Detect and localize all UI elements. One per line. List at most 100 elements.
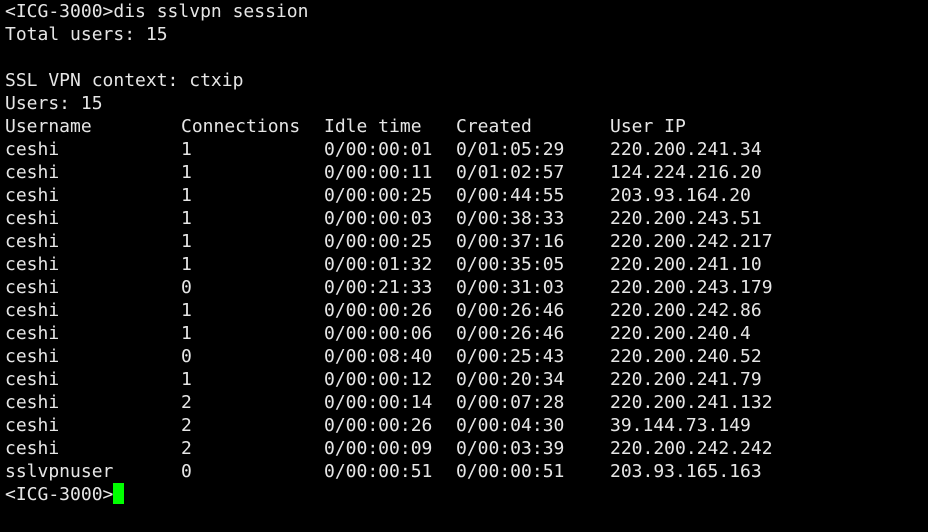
blank-line (5, 46, 925, 69)
created-cell: 0/00:20:34 (456, 369, 565, 390)
connections-cell: 2 (181, 415, 192, 436)
context-line: SSL VPN context: ctxip (5, 69, 925, 92)
user-ip-cell: 220.200.242.217 (610, 231, 773, 252)
user-ip-cell: 124.224.216.20 (610, 162, 762, 183)
user-ip-cell: 220.200.242.86 (610, 300, 762, 321)
username-cell: ceshi (5, 162, 60, 183)
idle-time-cell: 0/00:00:25 (324, 231, 433, 252)
idle-time-cell: 0/00:08:40 (324, 346, 433, 367)
table-row: ceshi 2 0/00:00:26 0/00:04:30 39.144.73.149 (5, 414, 925, 437)
column-header: Username (5, 116, 92, 137)
idle-time-cell: 0/00:01:32 (324, 254, 433, 275)
table-row: ceshi 1 0/00:00:25 0/00:37:16 220.200.242.21… (5, 230, 925, 253)
command: dis sslvpn session (113, 1, 309, 22)
username-cell: ceshi (5, 415, 60, 436)
connections-cell: 1 (181, 208, 192, 229)
connections-cell: 0 (181, 461, 192, 482)
connections-cell: 1 (181, 323, 192, 344)
idle-time-cell: 0/00:21:33 (324, 277, 433, 298)
connections-cell: 1 (181, 139, 192, 160)
created-cell: 0/00:44:55 (456, 185, 565, 206)
connections-cell: 2 (181, 392, 192, 413)
user-ip-cell: 203.93.164.20 (610, 185, 751, 206)
created-cell: 0/00:07:28 (456, 392, 565, 413)
username-cell: ceshi (5, 300, 60, 321)
column-header: Created (456, 116, 532, 137)
username-cell: ceshi (5, 369, 60, 390)
created-cell: 0/00:31:03 (456, 277, 565, 298)
table-row: ceshi 1 0/00:00:25 0/00:44:55 203.93.164.20 (5, 184, 925, 207)
table-row: ceshi 1 0/00:00:11 0/01:02:57 124.224.216.20 (5, 161, 925, 184)
idle-time-cell: 0/00:00:11 (324, 162, 433, 183)
username-cell: ceshi (5, 392, 60, 413)
column-header: Idle time (324, 116, 422, 137)
command-line: <ICG-3000>dis sslvpn session (5, 0, 925, 23)
table-row: ceshi 2 0/00:00:14 0/00:07:28 220.200.241.13… (5, 391, 925, 414)
command-text: <ICG-3000>dis sslvpn session (5, 0, 308, 23)
user-ip-cell: 220.200.241.132 (610, 392, 773, 413)
table-row: ceshi 1 0/00:00:03 0/00:38:33 220.200.243.51 (5, 207, 925, 230)
idle-time-cell: 0/00:00:12 (324, 369, 433, 390)
created-cell: 0/01:05:29 (456, 139, 565, 160)
created-cell: 0/00:35:05 (456, 254, 565, 275)
table-row: ceshi 1 0/00:00:12 0/00:20:34 220.200.241.79 (5, 368, 925, 391)
username-cell: ceshi (5, 139, 60, 160)
connections-cell: 1 (181, 185, 192, 206)
total-users: Total users: 15 (5, 23, 925, 46)
connections-cell: 1 (181, 231, 192, 252)
created-cell: 0/00:26:46 (456, 300, 565, 321)
table-row: ceshi 1 0/00:00:01 0/01:05:29 220.200.241.34 (5, 138, 925, 161)
table-row: ceshi 1 0/00:00:06 0/00:26:46 220.200.240.4 (5, 322, 925, 345)
idle-time-cell: 0/00:00:09 (324, 438, 433, 459)
connections-cell: 1 (181, 300, 192, 321)
table-header: Username Connections Idle time Created U… (5, 115, 925, 138)
idle-time-cell: 0/00:00:06 (324, 323, 433, 344)
cursor (113, 483, 125, 504)
connections-cell: 0 (181, 346, 192, 367)
idle-time-cell: 0/00:00:14 (324, 392, 433, 413)
idle-time-cell: 0/00:00:51 (324, 461, 433, 482)
username-cell: ceshi (5, 254, 60, 275)
connections-cell: 1 (181, 254, 192, 275)
end-prompt-line[interactable]: <ICG-3000> (5, 483, 925, 506)
column-header: Connections (181, 116, 301, 137)
user-ip-cell: 220.200.242.242 (610, 438, 773, 459)
table-row: ceshi 1 0/00:00:26 0/00:26:46 220.200.242.86 (5, 299, 925, 322)
created-cell: 0/00:37:16 (456, 231, 565, 252)
total-users-text: Total users: 15 (5, 24, 168, 45)
connections-cell: 1 (181, 162, 192, 183)
username-cell: ceshi (5, 438, 60, 459)
created-cell: 0/00:26:46 (456, 323, 565, 344)
username-cell: ceshi (5, 231, 60, 252)
idle-time-cell: 0/00:00:26 (324, 415, 433, 436)
username-cell: ceshi (5, 185, 60, 206)
idle-time-cell: 0/00:00:25 (324, 185, 433, 206)
user-ip-cell: 220.200.240.4 (610, 323, 751, 344)
connections-cell: 2 (181, 438, 192, 459)
idle-time-cell: 0/00:00:01 (324, 139, 433, 160)
connections-cell: 1 (181, 369, 192, 390)
username-cell: ceshi (5, 208, 60, 229)
created-cell: 0/00:03:39 (456, 438, 565, 459)
users-line: Users: 15 (5, 92, 925, 115)
table-row: ceshi 2 0/00:00:09 0/00:03:39 220.200.242.24… (5, 437, 925, 460)
user-ip-cell: 220.200.241.79 (610, 369, 762, 390)
username-cell: ceshi (5, 277, 60, 298)
user-ip-cell: 203.93.165.163 (610, 461, 762, 482)
idle-time-cell: 0/00:00:03 (324, 208, 433, 229)
username-cell: ceshi (5, 346, 60, 367)
username-cell: ceshi (5, 323, 60, 344)
user-ip-cell: 220.200.241.34 (610, 139, 762, 160)
created-cell: 0/01:02:57 (456, 162, 565, 183)
end-prompt: <ICG-3000> (5, 483, 125, 506)
connections-cell: 0 (181, 277, 192, 298)
created-cell: 0/00:04:30 (456, 415, 565, 436)
prompt: <ICG-3000> (5, 484, 114, 505)
terminal-output[interactable]: <ICG-3000>dis sslvpn session Total users… (5, 0, 925, 506)
username-cell: sslvpnuser (5, 461, 114, 482)
users-text: Users: 15 (5, 93, 103, 114)
user-ip-cell: 220.200.241.10 (610, 254, 762, 275)
created-cell: 0/00:38:33 (456, 208, 565, 229)
user-ip-cell: 220.200.240.52 (610, 346, 762, 367)
prompt: <ICG-3000> (5, 1, 114, 22)
